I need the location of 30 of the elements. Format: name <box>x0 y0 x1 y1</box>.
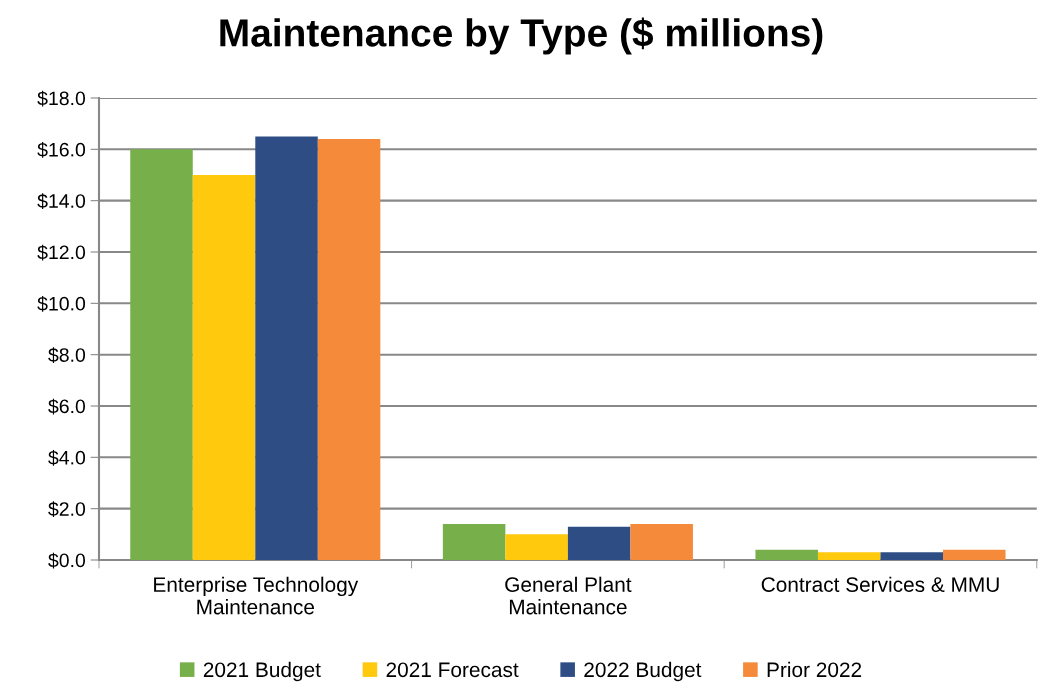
bar <box>755 549 818 560</box>
x-tick-label: Contract Services & MMU <box>761 576 999 592</box>
bar <box>255 136 318 560</box>
x-tick-label: General Plant Maintenance <box>505 576 632 615</box>
legend-label: 2021 Budget <box>203 661 321 682</box>
chart-title: Maintenance by Type ($ millions) <box>220 17 823 55</box>
legend-label: 2021 Forecast <box>386 662 519 678</box>
bar <box>317 139 381 560</box>
bar <box>192 175 256 560</box>
y-tick-label: $0.0 <box>48 552 86 569</box>
bar <box>567 526 631 560</box>
y-tick-label: $12.0 <box>37 244 86 261</box>
bar <box>505 534 568 560</box>
bar <box>130 149 193 560</box>
bar <box>817 552 881 560</box>
bar <box>943 549 1006 560</box>
y-tick-label: $6.0 <box>48 398 86 415</box>
y-tick-label: $2.0 <box>48 501 86 518</box>
bar <box>442 524 506 560</box>
y-tick-label: $14.0 <box>37 193 86 210</box>
bar <box>630 524 693 560</box>
y-tick-label: $8.0 <box>48 347 86 364</box>
y-tick-label: $18.0 <box>37 90 86 107</box>
bar <box>880 552 944 560</box>
legend-label: 2022 Budget <box>584 661 702 682</box>
y-tick-label: $10.0 <box>37 295 86 312</box>
legend-label: Prior 2022 <box>767 661 862 678</box>
y-tick-label: $4.0 <box>48 449 86 466</box>
x-tick-label: Enterprise Technology Maintenance <box>154 576 359 615</box>
y-tick-label: $16.0 <box>37 141 86 158</box>
